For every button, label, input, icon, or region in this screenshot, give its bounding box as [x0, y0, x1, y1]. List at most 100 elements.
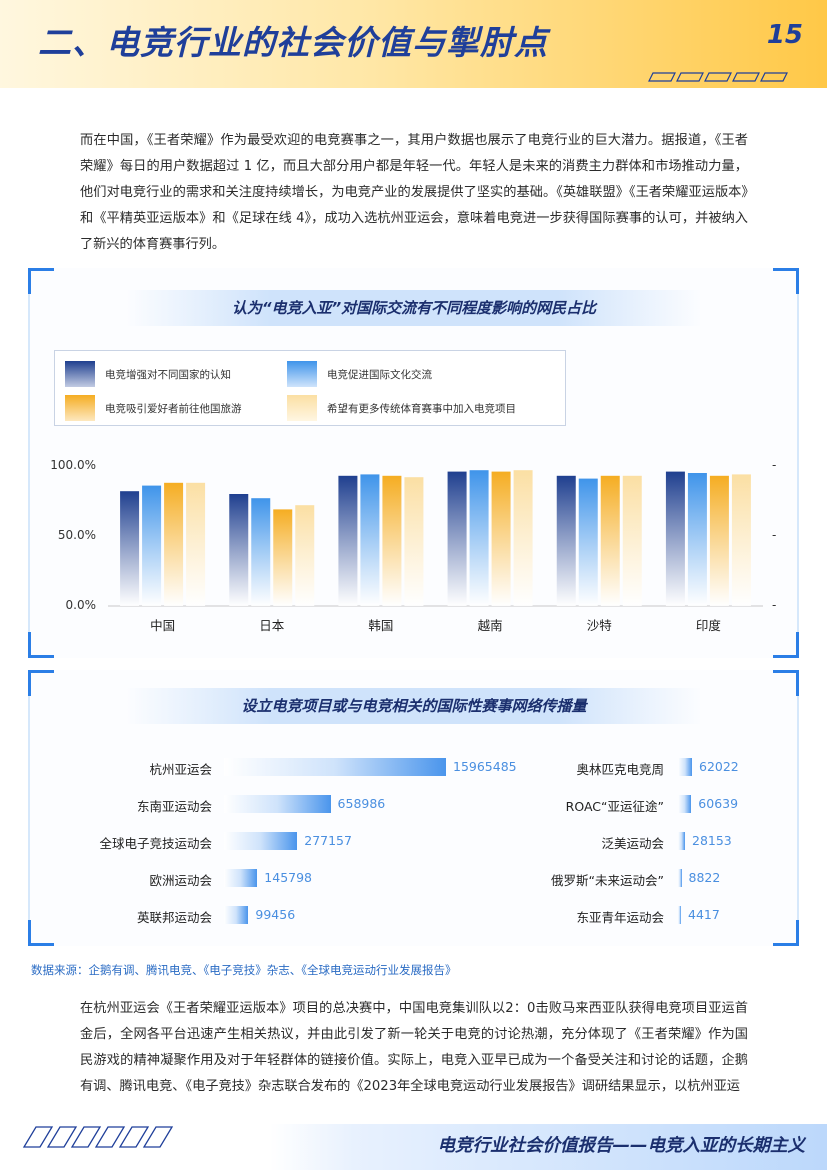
chart-legend: 电竞增强对不同国家的认知 电竞促进国际文化交流 电竞吸引爱好者前往他国旅游 希望…: [54, 350, 566, 426]
legend-swatch: [287, 395, 317, 421]
bar: [731, 474, 751, 606]
page-footer: 电竞行业社会价值报告——电竞入亚的长期主义: [0, 1116, 827, 1170]
ranking-value: 4417: [688, 907, 720, 922]
ranking-value: 99456: [255, 907, 296, 922]
legend-label: 希望有更多传统体育赛事中加入电竞项目: [327, 403, 516, 415]
chart-title-bar: 设立电竞项目或与电竞相关的国际性赛事网络传播量: [126, 688, 702, 724]
ranking-value: 145798: [264, 870, 313, 885]
ranking-value: 15965485: [453, 759, 517, 774]
corner-decoration: [773, 268, 799, 294]
y-tick-label: 50.0%: [57, 528, 96, 542]
bar: [142, 485, 162, 606]
right-tick: -: [772, 458, 777, 472]
x-tick-label: 越南: [477, 618, 503, 633]
corner-decoration: [28, 268, 54, 294]
footer-band: [270, 1124, 827, 1170]
footer-title: 电竞行业社会价值报告——电竞入亚的长期主义: [437, 1136, 806, 1156]
chart-title: 设立电竞项目或与电竞相关的国际性赛事网络传播量: [241, 697, 587, 715]
corner-decoration: [28, 670, 54, 696]
ranking-value: 8822: [688, 870, 721, 885]
bar: [404, 477, 424, 606]
ranking-label: 欧洲运动会: [149, 873, 212, 888]
bar: [360, 474, 380, 606]
corner-decoration: [28, 632, 54, 658]
chart-title: 认为“电竞入亚”对国际交流有不同程度影响的网民占比: [231, 299, 597, 317]
bar: [687, 473, 707, 606]
body-paragraph: 在杭州亚运会《王者荣耀亚运版本》项目的总决赛中，中国电竞集训队以2：0击败马来西…: [80, 1001, 748, 1094]
bar: [382, 475, 402, 606]
ranking-value: 60639: [698, 796, 739, 811]
bar: [469, 470, 489, 606]
right-tick: -: [772, 598, 777, 612]
bar: [600, 475, 620, 606]
y-tick-label: 0.0%: [65, 598, 97, 612]
panel-edge: [28, 696, 30, 920]
ranking-label: 全球电子竞技运动会: [99, 836, 212, 851]
x-tick-label: 中国: [150, 618, 176, 633]
ranking-bar: [678, 795, 692, 813]
bar: [251, 498, 271, 606]
ranking-label: 英联邦运动会: [136, 910, 212, 925]
bar: [295, 505, 315, 606]
x-tick-label: 日本: [259, 618, 285, 633]
ranking-bar: [678, 832, 685, 850]
ranking-value: 658986: [337, 796, 386, 811]
bar: [622, 475, 642, 606]
y-tick-label: 100.0%: [50, 458, 96, 472]
ranking-value: 277157: [304, 833, 352, 848]
bar: [186, 482, 206, 606]
legend-label: 电竞增强对不同国家的认知: [105, 369, 231, 381]
chart-title-bar: 认为“电竞入亚”对国际交流有不同程度影响的网民占比: [126, 290, 702, 326]
chart-panel-international-exchange: 认为“电竞入亚”对国际交流有不同程度影响的网民占比 电竞增强对不同国家的认知 电…: [28, 268, 799, 658]
ranking-label: ROAC“亚运征途”: [565, 799, 664, 814]
legend-swatch: [65, 395, 95, 421]
panel-edge: [797, 696, 799, 920]
footer-stripes-decoration: [22, 1126, 174, 1148]
bar: [556, 475, 576, 606]
bar: [229, 494, 249, 606]
ranking-label: 泛美运动会: [601, 836, 664, 851]
ranking-value: 62022: [699, 759, 739, 774]
ranking-label: 俄罗斯“未来运动会”: [551, 873, 664, 888]
x-tick-label: 沙特: [586, 618, 612, 633]
corner-decoration: [28, 920, 54, 946]
legend-swatch: [287, 361, 317, 387]
ranking-bar: [224, 869, 258, 887]
intro-paragraph: 而在中国，《王者荣耀》作为最受欢迎的电竞赛事之一，其用户数据也展示了电竞行业的巨…: [80, 133, 748, 252]
corner-decoration: [773, 920, 799, 946]
ranking-bar: [224, 758, 446, 776]
x-tick-label: 韩国: [368, 618, 394, 633]
legend-label: 电竞促进国际文化交流: [327, 369, 432, 381]
ranking-bar: [678, 869, 682, 887]
bar: [513, 470, 533, 606]
ranking-label: 奥林匹克电竞周: [576, 762, 664, 777]
bar: [709, 475, 729, 606]
ranking-label: 杭州亚运会: [149, 762, 212, 777]
corner-decoration: [773, 632, 799, 658]
bar: [578, 478, 598, 606]
ranking-bar: [678, 906, 681, 924]
bar: [164, 482, 184, 606]
ranking-bar: [224, 795, 331, 813]
page-number: 15: [766, 20, 803, 50]
page-header: 二、电竞行业的社会价值与掣肘点 15: [0, 0, 827, 88]
ranking-label: 东南亚运动会: [136, 799, 212, 814]
ranking-bar: [224, 906, 249, 924]
x-tick-label: 印度: [695, 618, 721, 633]
panel-edge: [797, 294, 799, 632]
bar: [491, 471, 511, 606]
bar: [665, 471, 685, 606]
right-tick: -: [772, 528, 777, 542]
legend-label: 电竞吸引爱好者前往他国旅游: [105, 403, 242, 415]
corner-decoration: [773, 670, 799, 696]
bar: [338, 475, 358, 606]
header-stripes-decoration: [648, 72, 788, 82]
ranking-bar: [224, 832, 298, 850]
bar: [273, 509, 293, 606]
ranking-value: 28153: [692, 833, 732, 848]
panel-edge: [28, 294, 30, 632]
bar: [447, 471, 467, 606]
section-title: 二、电竞行业的社会价值与掣肘点: [38, 23, 548, 62]
bar: [120, 491, 140, 606]
ranking-label: 东亚青年运动会: [576, 910, 664, 925]
